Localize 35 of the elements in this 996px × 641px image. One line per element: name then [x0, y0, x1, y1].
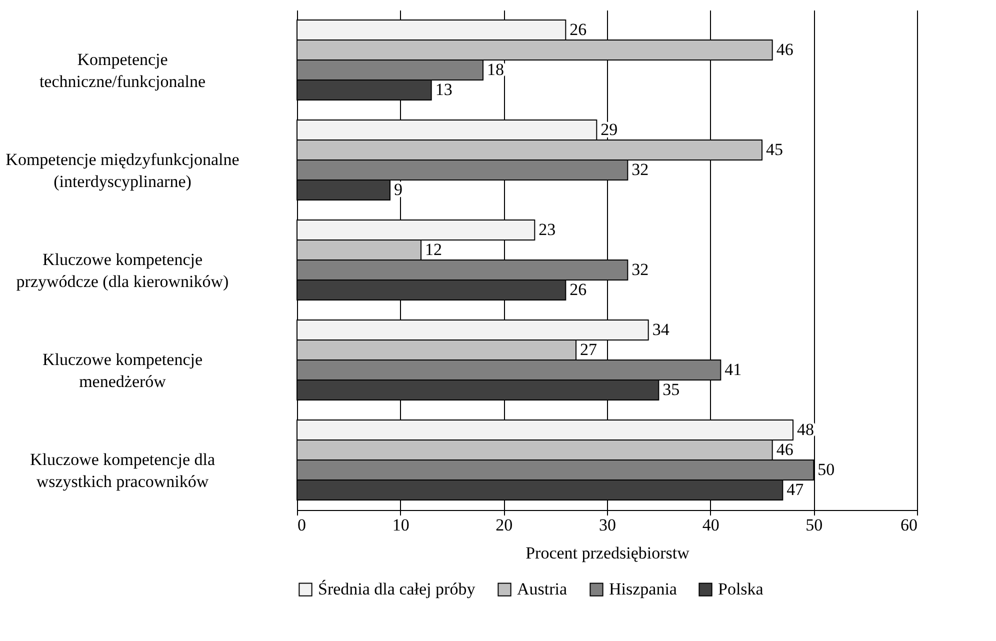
data-label: 26 [570, 20, 587, 39]
data-label: 47 [786, 480, 804, 499]
x-tick-label: 50 [806, 516, 823, 534]
data-label: 45 [766, 140, 783, 159]
data-label: 48 [797, 420, 814, 439]
x-tick-label: 20 [496, 516, 513, 534]
x-tick-label: 40 [702, 516, 720, 534]
legend-label: Austria [517, 580, 568, 599]
data-label: 18 [487, 60, 504, 79]
data-label: 23 [538, 220, 556, 239]
y-tick-label: Kompetencje międzyfunkcjonalne (interdyscyplinarne) [6, 150, 240, 191]
x-axis-title: Procent przedsiębiorstw [526, 544, 690, 562]
data-label: 32 [632, 260, 649, 279]
data-label: 13 [435, 80, 452, 99]
x-tick-label: 60 [900, 516, 918, 534]
data-label: 46 [776, 40, 794, 59]
legend-label: Hiszpania [609, 580, 678, 599]
legend-label: Średnia dla całej próby [318, 580, 476, 599]
y-tick-label: Kompetencje techniczne/funkcjonalne [39, 50, 206, 91]
data-label: 32 [632, 160, 649, 179]
data-label: 26 [570, 280, 587, 299]
data-label: 12 [425, 240, 442, 259]
data-label: 41 [724, 360, 742, 379]
legend-label: Polska [718, 580, 764, 599]
data-label: 46 [776, 440, 794, 459]
x-tick-label: 30 [599, 516, 616, 534]
data-label: 35 [662, 380, 680, 399]
x-tick-label: 0 [298, 516, 306, 534]
y-tick-label: Kluczowe kompetencje menedżerów [42, 350, 203, 391]
data-label: 50 [818, 460, 835, 479]
y-tick-label: Kluczowe kompetencje dla wszystkich pracowników [30, 450, 216, 491]
x-tick-label: 10 [392, 516, 410, 534]
y-tick-label: Kluczowe kompetencje przywódcze (dla kierowników) [16, 250, 229, 291]
data-label: 34 [652, 320, 670, 339]
data-label: 27 [580, 340, 598, 359]
